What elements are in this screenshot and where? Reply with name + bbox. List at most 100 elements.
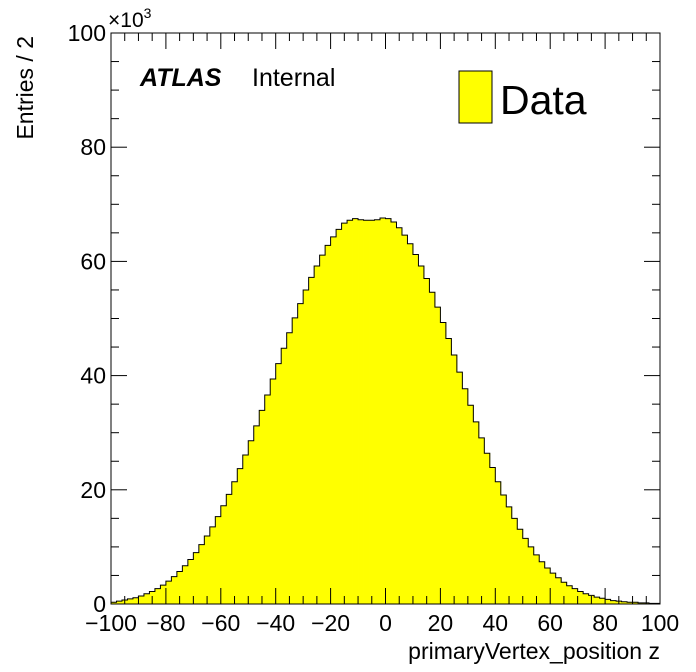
histogram-bin [638, 602, 644, 604]
histogram-bin [401, 235, 408, 604]
histogram-bin [423, 278, 430, 604]
histogram-bin [143, 593, 150, 604]
x-tick-label: −20 [311, 610, 350, 636]
x-tick-label: 20 [428, 610, 454, 636]
histogram-bin [220, 505, 227, 604]
y-tick-labels: 0 20 40 60 80 100 [68, 20, 106, 617]
histogram-bin [182, 565, 189, 604]
histogram-bin [396, 227, 403, 604]
histogram-bin [209, 526, 216, 604]
histogram-bin [270, 379, 277, 604]
x-tick-label: 100 [641, 610, 679, 636]
histogram-bin [297, 303, 304, 604]
histogram-bin [467, 405, 474, 604]
histogram-bin [237, 468, 244, 604]
legend-entry-data: Data [500, 77, 587, 123]
histogram-bin [539, 561, 546, 604]
histogram-bin [374, 219, 381, 605]
histogram-bin [314, 265, 321, 604]
histogram-bin [341, 223, 348, 604]
histogram-bin [451, 355, 458, 604]
histogram-outline [110, 217, 661, 604]
y-tick-label: 80 [80, 134, 106, 160]
x-tick-label: −100 [85, 610, 137, 636]
x-tick-label: 60 [537, 610, 563, 636]
x-axis-title: primaryVertex_position z [408, 638, 660, 664]
histogram-bin [445, 338, 452, 604]
histogram-bin [187, 559, 194, 604]
histogram-bin [429, 292, 436, 604]
histogram-bin [138, 596, 145, 604]
atlas-label: ATLAS [139, 64, 222, 92]
x-tick-label: −40 [256, 610, 295, 636]
y-axis-ticks [111, 32, 660, 605]
histogram-bin [610, 600, 617, 604]
histogram-bin [511, 518, 518, 604]
histogram-bin [528, 546, 535, 604]
histogram-bin [385, 218, 392, 604]
histogram-bin [495, 481, 502, 604]
histogram-bin [226, 494, 233, 604]
histogram-bin [336, 229, 342, 604]
histogram-bin [160, 585, 167, 604]
histogram-bin [352, 218, 359, 604]
histogram-bin [259, 410, 266, 604]
y-tick-label: 40 [80, 363, 106, 389]
histogram-bin [407, 243, 414, 604]
y-tick-label: 100 [68, 20, 106, 46]
histogram-bin [489, 467, 496, 604]
histogram-bin [363, 220, 370, 604]
histogram-bin [506, 506, 513, 604]
histogram-bin [599, 598, 606, 604]
histogram-bin [621, 601, 628, 604]
histogram-bin [215, 516, 222, 604]
histogram-bin [308, 277, 315, 604]
histogram-bin [418, 265, 425, 604]
histogram-bin [478, 437, 485, 604]
histogram-bin [204, 536, 211, 604]
histogram-bin [193, 552, 200, 604]
y-tick-label: 60 [80, 248, 106, 274]
histogram-bin [248, 440, 255, 604]
x-tick-label: 80 [592, 610, 618, 636]
histogram-bin [550, 573, 557, 604]
histogram-bin [462, 388, 469, 604]
histogram-bin [572, 588, 579, 604]
histogram-bin [132, 597, 139, 604]
histogram-bin [281, 348, 288, 604]
y-tick-label: 20 [80, 477, 106, 503]
histogram-bin [154, 588, 161, 604]
histogram-bin [116, 601, 123, 604]
x-tick-label: 0 [379, 610, 392, 636]
y-tick-label: 0 [93, 591, 106, 617]
histogram-bin [176, 571, 183, 604]
histogram-bin [566, 585, 573, 604]
x-tick-label: −60 [201, 610, 240, 636]
histogram-bin [522, 538, 529, 604]
histogram-bin [253, 425, 260, 604]
histogram-bin [330, 236, 337, 605]
histogram-bin [594, 597, 601, 604]
histogram-bin [577, 591, 584, 604]
histogram-bin [533, 554, 540, 604]
legend: Data [458, 70, 587, 124]
histogram-bin [412, 254, 419, 604]
histogram-bin [242, 454, 249, 604]
histogram-bin [440, 322, 447, 604]
y-multiplier-exponent: 3 [144, 5, 152, 21]
histogram-bin [171, 576, 178, 604]
histogram-bin [544, 568, 551, 604]
histogram-bin [484, 453, 491, 604]
y-axis-title: Entries / 2 [12, 36, 38, 140]
x-tick-label: 40 [483, 610, 509, 636]
histogram-bin [390, 222, 397, 604]
histogram-bin [264, 395, 271, 604]
histogram-bars [111, 218, 661, 605]
histogram-bin [583, 593, 590, 604]
histogram-bin [347, 220, 353, 604]
histogram-bin [275, 363, 282, 604]
histogram-bin [127, 598, 134, 604]
histogram-bin [632, 602, 639, 604]
histogram-bin [292, 317, 299, 604]
